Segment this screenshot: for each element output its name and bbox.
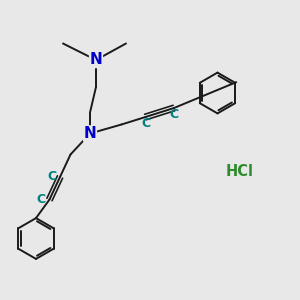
- Text: N: N: [84, 126, 96, 141]
- Text: C: C: [47, 170, 56, 184]
- Text: C: C: [37, 193, 46, 206]
- Text: C: C: [169, 108, 178, 121]
- Text: HCl: HCl: [226, 164, 254, 178]
- Text: C: C: [141, 117, 150, 130]
- Text: N: N: [90, 52, 102, 68]
